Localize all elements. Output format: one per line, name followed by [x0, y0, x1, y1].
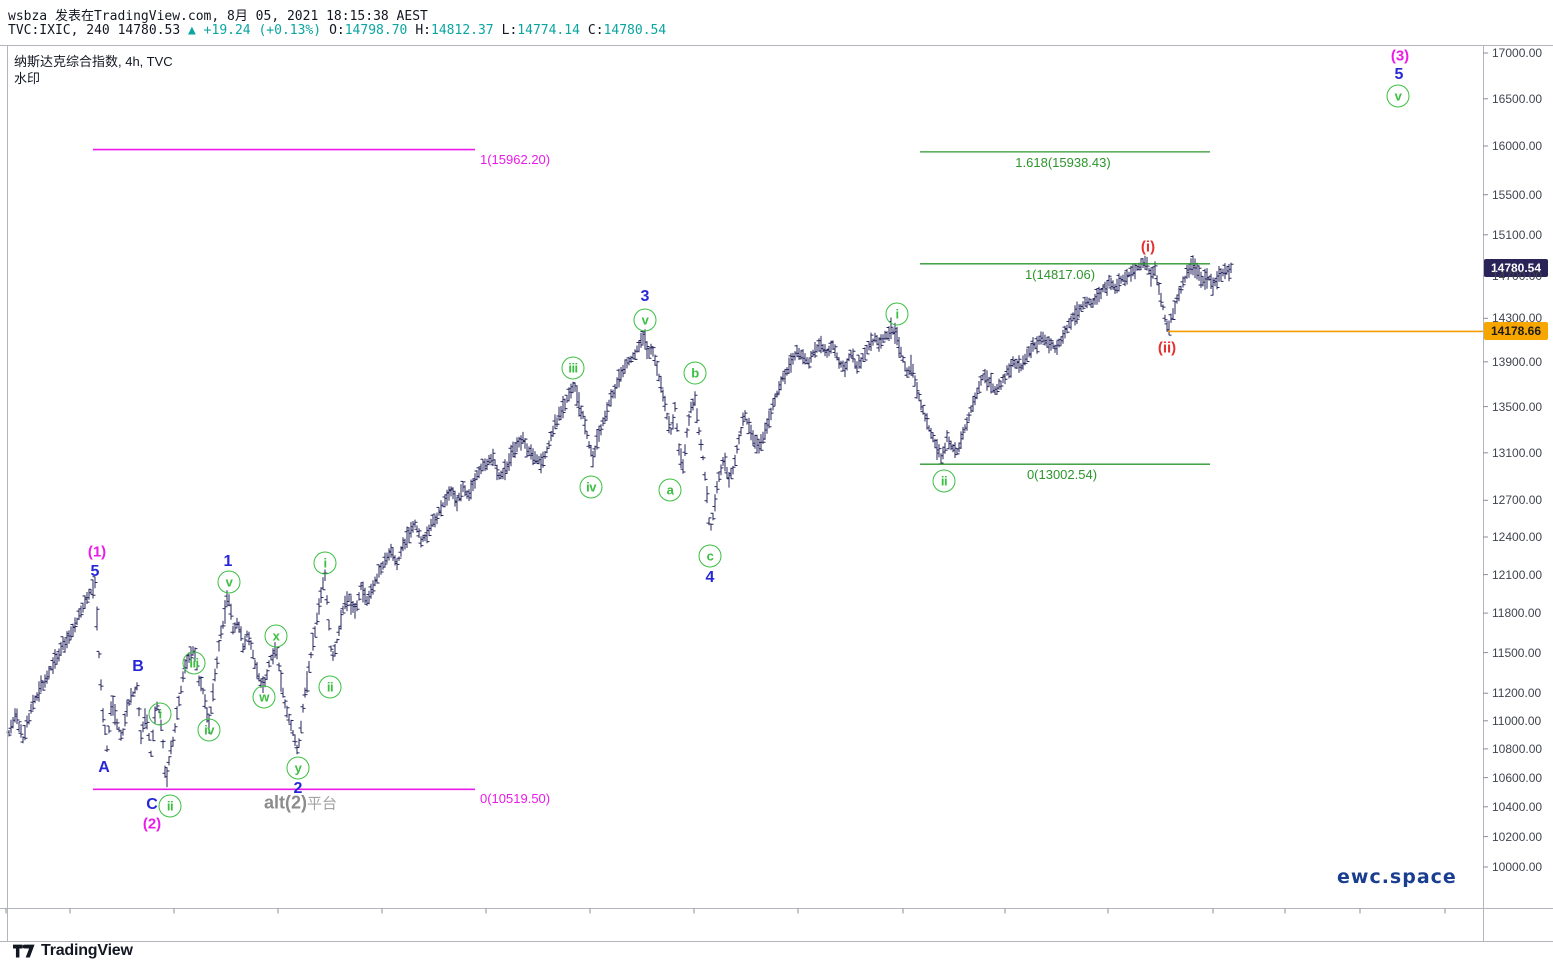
price-axis-label: 12700.00: [1492, 493, 1543, 508]
wave-text-label-5: 5: [1394, 66, 1404, 83]
wave-text-label-A: A: [98, 759, 110, 776]
wave-text-label-ii: (ii): [1157, 339, 1177, 357]
wave-circle-label-ii: ii: [318, 675, 342, 699]
wave-circle-label-i: i: [148, 702, 172, 726]
wave-text-label-1: 1: [223, 553, 233, 570]
wave-circle-label-v: v: [217, 570, 241, 594]
publish-byline: wsbza 发表在TradingView.com, 8月 05, 2021 18…: [8, 9, 428, 24]
price-axis-label: 11500.00: [1492, 645, 1542, 660]
time-axis[interactable]: 09月10月11月12月20212月3月4月5月6月7月8月23:309月23:…: [0, 908, 1553, 941]
low-value: 14774.14: [517, 23, 580, 38]
price-axis-label: 10800.00: [1492, 741, 1543, 756]
price-axis-label: 13100.00: [1492, 445, 1543, 460]
price-axis-label: 11800.00: [1492, 606, 1542, 621]
fib-1-line-label: 1(14817.06): [1024, 266, 1096, 282]
wave-circle-label-iv: iv: [197, 718, 221, 742]
alert-price-badge: 14178.66: [1484, 322, 1548, 341]
legend-symbol-title: 纳斯达克综合指数, 4h, TVC: [14, 54, 173, 69]
wave-circle-label-v: v: [1386, 84, 1410, 108]
wave-text-label-2: (2): [142, 815, 162, 833]
low-label: L:: [501, 23, 518, 38]
symbol-quote-line: TVC:IXIC, 240 14780.53 ▲ +19.24 (+0.13%)…: [8, 23, 666, 38]
up-arrow-icon: ▲: [188, 23, 196, 38]
wave-circle-label-a: a: [658, 478, 682, 502]
close-label: C:: [587, 23, 604, 38]
price-change: +19.24 (+0.13%): [203, 23, 322, 38]
close-value: 14780.54: [603, 23, 667, 38]
price-axis-label: 10000.00: [1492, 860, 1543, 874]
wave-circle-label-i: i: [313, 551, 337, 575]
price-axis-label: 11000.00: [1492, 713, 1542, 728]
wave-text-label-3: 3: [640, 288, 650, 305]
legend-watermark-row: 水印: [14, 71, 41, 86]
wave-circle-label-ii: ii: [158, 794, 182, 818]
wave-text-label-B: B: [132, 658, 144, 675]
open-value: 14798.70: [344, 23, 408, 38]
wave-circle-label-v: v: [633, 308, 657, 332]
fib-0-line-label: 0(13002.54): [1026, 467, 1098, 483]
chart-legend[interactable]: 纳斯达克综合指数, 4h, TVC 水印: [14, 53, 173, 87]
tradingview-logo-text: TradingView: [41, 942, 133, 959]
price-axis-label: 16500.00: [1492, 91, 1543, 106]
wave-text-label-i: (i): [1140, 238, 1156, 256]
wave-circle-label-iv: iv: [579, 475, 603, 499]
alt2-label-rest: 平台: [307, 795, 338, 813]
wave-circle-label-x: x: [264, 624, 288, 648]
price-bars-series: [6, 255, 1234, 788]
high-value: 14812.37: [431, 23, 494, 38]
alt2-platform-line-label: 0(10519.50): [480, 791, 551, 807]
fib-1618-line-label: 1.618(15938.43): [1015, 154, 1111, 170]
wave-text-label-3: (3): [1390, 47, 1410, 65]
tradingview-logo-icon: [13, 944, 35, 957]
wave-circle-label-ii: ii: [932, 469, 956, 493]
price-axis-label: 14700.00: [1492, 268, 1543, 283]
price-axis-label: 10400.00: [1492, 799, 1543, 814]
wave-circle-label-w: w: [252, 685, 276, 709]
price-axis-label: 16000.00: [1492, 139, 1543, 153]
price-axis-label: 15100.00: [1492, 227, 1543, 242]
tradingview-logo[interactable]: TradingView: [13, 942, 133, 960]
price-axis-label: 10200.00: [1492, 829, 1543, 844]
price-axis-label: 10600.00: [1492, 770, 1543, 785]
wave-text-label-2: 2: [293, 780, 303, 797]
wave-text-label-1: (1): [87, 543, 107, 561]
high-label: H:: [415, 23, 432, 38]
alt2-platform-label: alt(2)平台: [264, 793, 337, 814]
wave-text-label-5: 5: [90, 563, 100, 580]
price-axis-label: 11200.00: [1492, 686, 1542, 701]
open-label: O:: [329, 23, 345, 38]
wave-circle-label-iii: iii: [182, 651, 206, 675]
wave1-target-line-label: 1(15962.20): [480, 151, 551, 167]
price-axis-label: 15500.00: [1492, 187, 1543, 202]
ewc-space-watermark: ewc.space: [1337, 866, 1457, 888]
wave-circle-label-b: b: [683, 361, 707, 385]
price-axis-label: 12100.00: [1492, 567, 1543, 582]
price-axis-label: 12400.00: [1492, 530, 1543, 544]
last-price-badge: 14780.54: [1484, 258, 1548, 277]
wave-text-label-4: 4: [705, 569, 715, 586]
price-axis-label: 14300.00: [1492, 311, 1543, 326]
price-axis-label: 17000.00: [1492, 46, 1543, 60]
alt2-label-bold: alt(2): [264, 792, 308, 813]
wave-circle-label-i: i: [885, 302, 909, 326]
wave-circle-label-iii: iii: [561, 356, 585, 380]
symbol-ohlc-prefix: TVC:IXIC, 240 14780.53: [8, 23, 181, 38]
wave-circle-label-c: c: [698, 544, 722, 568]
price-axis-label: 13500.00: [1492, 399, 1543, 414]
wave-text-label-C: C: [146, 796, 158, 813]
price-axis-label: 13900.00: [1492, 354, 1543, 369]
wave-circle-label-y: y: [286, 756, 310, 780]
